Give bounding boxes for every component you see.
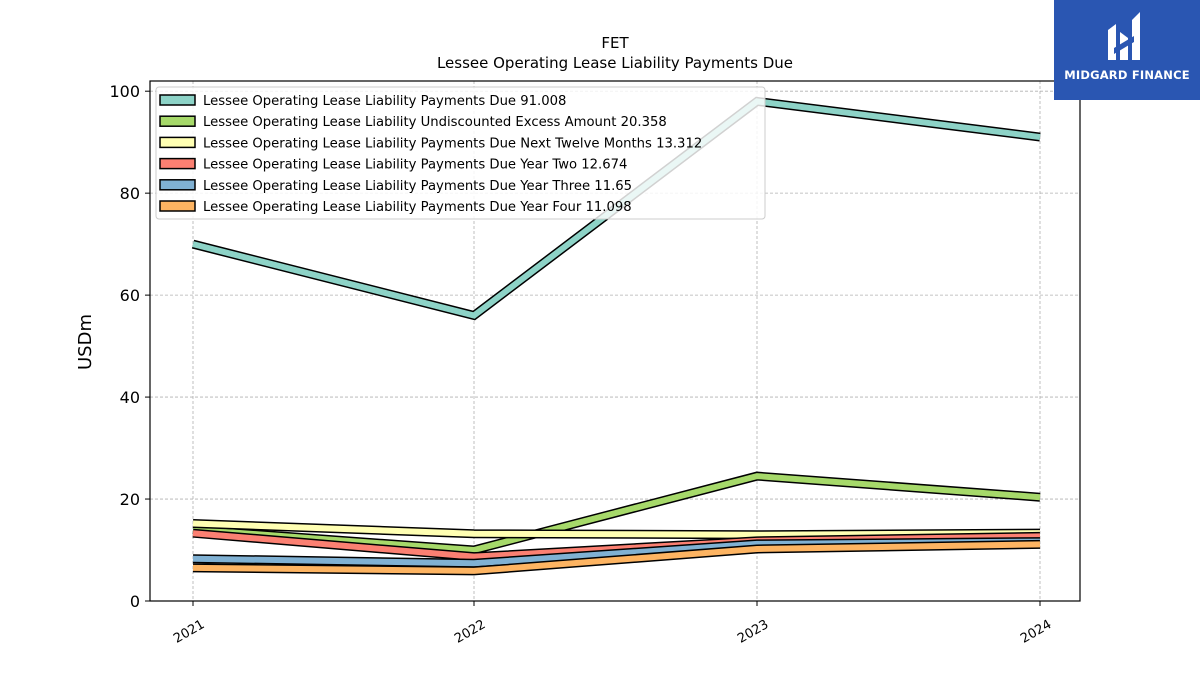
legend-label: Lessee Operating Lease Liability Payment… [203, 94, 566, 109]
chart-title: FET [601, 34, 629, 52]
legend-swatch [159, 94, 196, 106]
legend-label: Lessee Operating Lease Liability Payment… [203, 179, 632, 194]
x-tick-label: 2021 [171, 617, 207, 647]
y-tick-label: 80 [120, 184, 140, 203]
legend: Lessee Operating Lease Liability Payment… [155, 86, 766, 220]
x-axis-ticks: 2021 2022 2023 2024 [171, 601, 1054, 647]
legend-label: Lessee Operating Lease Liability Payment… [203, 136, 702, 151]
legend-swatch [159, 200, 196, 212]
y-tick-label: 20 [120, 490, 140, 509]
legend-swatch [159, 115, 196, 127]
x-tick-label: 2022 [452, 617, 488, 647]
x-tick-label: 2023 [735, 617, 771, 647]
series-line [192, 471, 1041, 555]
plot-frame [149, 80, 1081, 602]
legend-item: Lessee Operating Lease Liability Undisco… [159, 115, 667, 130]
legend-box [155, 86, 766, 220]
legend-swatch [159, 179, 196, 191]
y-tick-label: 100 [109, 82, 140, 101]
legend-label: Lessee Operating Lease Liability Undisco… [203, 115, 667, 130]
legend-swatch [159, 157, 196, 170]
legend-label: Lessee Operating Lease Liability Payment… [203, 158, 627, 173]
series-line-stroke [192, 520, 1041, 538]
legend-item: Lessee Operating Lease Liability Payment… [159, 136, 702, 151]
y-tick-label: 60 [120, 286, 140, 305]
legend-item: Lessee Operating Lease Liability Payment… [159, 94, 566, 109]
series-line [192, 519, 1041, 540]
y-tick-label: 0 [130, 592, 140, 611]
y-axis-label: USDm [75, 314, 96, 370]
midgard-logo-icon [1108, 12, 1140, 60]
series-line-stroke [192, 473, 1041, 554]
brand-name: MIDGARD FINANCE [1064, 68, 1190, 82]
series-line [192, 539, 1041, 576]
legend-label: Lessee Operating Lease Liability Payment… [203, 200, 632, 215]
brand-logo: MIDGARD FINANCE [1054, 0, 1200, 100]
legend-item: Lessee Operating Lease Liability Payment… [159, 157, 627, 173]
legend-item: Lessee Operating Lease Liability Payment… [159, 179, 632, 194]
legend-swatch [159, 136, 196, 149]
series-line-stroke [192, 541, 1041, 574]
legend-item: Lessee Operating Lease Liability Payment… [159, 200, 632, 215]
y-axis-ticks: 0 20 40 60 80 100 [109, 82, 150, 611]
chart-subtitle: Lessee Operating Lease Liability Payment… [437, 54, 793, 72]
y-tick-label: 40 [120, 388, 140, 407]
x-tick-label: 2024 [1018, 617, 1054, 647]
